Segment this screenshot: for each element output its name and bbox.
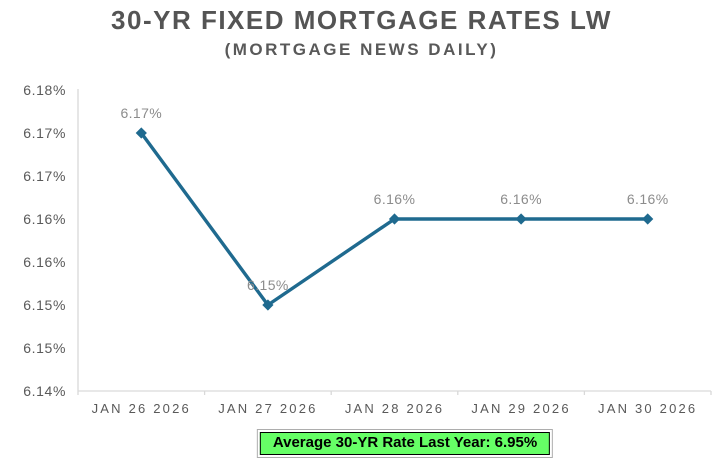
data-point-marker [262,299,274,311]
y-axis-tick-label: 6.17% [23,125,66,141]
y-axis-tick-label: 6.14% [23,383,66,399]
chart-title: 30-YR FIXED MORTGAGE RATES LW [111,5,612,35]
data-point-marker [388,213,401,225]
y-axis-tick-label: 6.18% [23,82,66,98]
data-point-marker [135,127,147,139]
data-point-label: 6.15% [247,277,289,293]
average-rate-badge-label: Average 30-YR Rate Last Year: 6.95% [259,432,551,455]
y-axis-tick-label: 6.15% [23,297,66,313]
chart-subtitle: (MORTGAGE NEWS DAILY) [224,39,499,59]
chart-header: 30-YR FIXED MORTGAGE RATES LW (MORTGAGE … [0,4,723,60]
x-axis-category-label: JAN 27 2026 [218,401,317,416]
data-point-marker [642,213,654,225]
y-axis-tick-label: 6.15% [23,340,66,356]
x-axis-category-label: JAN 30 2026 [598,401,697,416]
data-point-label: 6.16% [500,191,542,207]
y-axis-tick-label: 6.16% [23,211,66,227]
data-point-label: 6.16% [627,191,669,207]
average-rate-badge: Average 30-YR Rate Last Year: 6.95% [256,429,554,458]
y-axis-tick-label: 6.16% [23,254,66,270]
x-axis-category-label: JAN 29 2026 [471,401,570,416]
data-point-label: 6.17% [120,105,162,121]
data-point-label: 6.16% [374,191,416,207]
y-axis-tick-label: 6.17% [23,168,66,184]
x-axis-category-label: JAN 28 2026 [345,401,444,416]
x-axis-category-label: JAN 26 2026 [92,401,191,416]
data-point-marker [515,213,527,225]
